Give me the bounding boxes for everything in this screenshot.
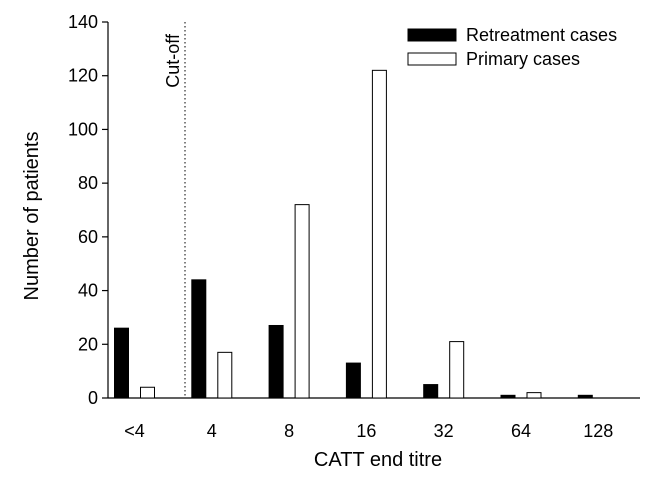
legend-swatch-retreatment	[407, 28, 457, 42]
bar-retreatment	[577, 394, 593, 399]
bar-retreatment	[114, 327, 129, 399]
bar-primary	[526, 392, 542, 399]
y-tick-label: 60	[78, 227, 98, 247]
legend-label: Retreatment cases	[466, 25, 617, 45]
bar-primary	[294, 204, 310, 399]
axes: 0 20 40 60 80 100 120 140 <4 4 8 16 32 64 128 Cut-off	[68, 12, 640, 441]
y-tick-label: 120	[68, 66, 98, 86]
x-tick-label: 64	[511, 421, 531, 441]
x-tick-label: 4	[207, 421, 217, 441]
cut-off-label: Cut-off	[163, 33, 183, 88]
y-tick-label: 80	[78, 173, 98, 193]
y-tick-label: 40	[78, 281, 98, 301]
y-tick-label: 20	[78, 334, 98, 354]
bar-primary	[217, 351, 233, 399]
y-tick-label: 0	[88, 388, 98, 408]
bar-retreatment	[423, 384, 439, 399]
bars	[114, 69, 593, 399]
y-tick-label: 100	[68, 119, 98, 139]
bar-retreatment	[268, 324, 284, 399]
legend-label: Primary cases	[466, 49, 580, 69]
y-tick-label: 140	[68, 12, 98, 32]
x-tick-label: 32	[434, 421, 454, 441]
x-axis-label: CATT end titre	[314, 449, 442, 471]
bar-retreatment	[345, 362, 361, 399]
x-tick-label: 8	[284, 421, 294, 441]
legend: Retreatment cases Primary cases	[407, 25, 617, 69]
x-tick-label: <4	[124, 421, 145, 441]
x-tick-label: 16	[356, 421, 376, 441]
bar-primary	[371, 69, 387, 399]
y-axis-label: Number of patients	[21, 132, 43, 301]
bar-primary	[140, 386, 155, 399]
bar-retreatment	[191, 279, 207, 399]
x-tick-label: 128	[583, 421, 613, 441]
legend-swatch-primary	[407, 52, 457, 66]
bar-primary	[449, 341, 465, 399]
bar-retreatment	[500, 394, 516, 399]
